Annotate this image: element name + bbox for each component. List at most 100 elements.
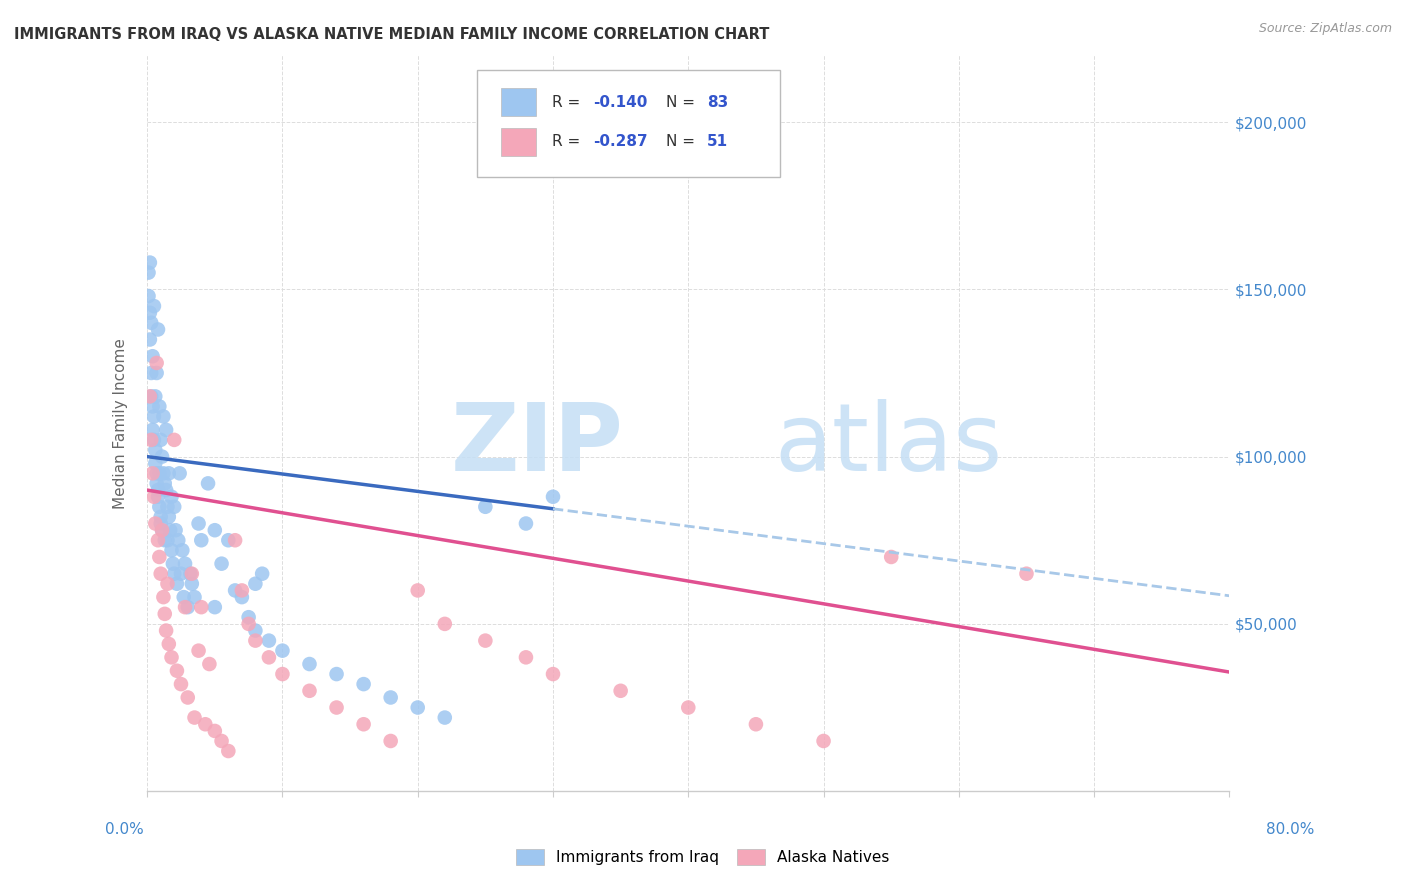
- Point: [353, 717, 375, 731]
- Point: [238, 610, 260, 624]
- Point: [142, 490, 165, 504]
- Point: [170, 566, 193, 581]
- Text: 51: 51: [707, 135, 728, 150]
- Point: [204, 600, 226, 615]
- Point: [174, 600, 197, 615]
- Point: [152, 590, 174, 604]
- Point: [180, 566, 202, 581]
- Point: [146, 483, 169, 497]
- Point: [198, 657, 221, 671]
- Point: [745, 717, 768, 731]
- Point: [250, 566, 273, 581]
- Point: [141, 389, 163, 403]
- Point: [245, 633, 267, 648]
- Point: [217, 533, 239, 548]
- Point: [142, 299, 165, 313]
- Point: [197, 476, 219, 491]
- Point: [271, 667, 294, 681]
- Point: [146, 533, 169, 548]
- Point: [156, 533, 179, 548]
- Point: [194, 717, 217, 731]
- Text: -0.287: -0.287: [593, 135, 648, 150]
- Point: [298, 657, 321, 671]
- Point: [149, 509, 172, 524]
- Point: [231, 590, 253, 604]
- Point: [257, 650, 280, 665]
- Point: [813, 734, 835, 748]
- Point: [152, 467, 174, 481]
- Point: [160, 543, 183, 558]
- FancyBboxPatch shape: [477, 70, 780, 177]
- Point: [143, 442, 166, 457]
- Point: [224, 533, 246, 548]
- Point: [163, 566, 186, 581]
- Point: [141, 316, 163, 330]
- Point: [406, 700, 429, 714]
- Point: [146, 490, 169, 504]
- Point: [678, 700, 700, 714]
- Point: [162, 557, 184, 571]
- Point: [163, 433, 186, 447]
- Point: [177, 690, 200, 705]
- Point: [238, 616, 260, 631]
- Text: IMMIGRANTS FROM IRAQ VS ALASKA NATIVE MEDIAN FAMILY INCOME CORRELATION CHART: IMMIGRANTS FROM IRAQ VS ALASKA NATIVE ME…: [14, 27, 769, 42]
- Point: [142, 423, 165, 437]
- Point: [145, 366, 167, 380]
- Point: [139, 306, 162, 320]
- Point: [433, 616, 456, 631]
- Text: 0.0%: 0.0%: [105, 822, 145, 837]
- Point: [149, 516, 172, 531]
- Point: [153, 533, 176, 548]
- Point: [142, 433, 165, 447]
- Text: 80.0%: 80.0%: [1267, 822, 1315, 837]
- Point: [190, 533, 212, 548]
- Point: [204, 723, 226, 738]
- Point: [157, 637, 180, 651]
- Text: N =: N =: [665, 95, 699, 110]
- Point: [149, 566, 172, 581]
- Point: [149, 433, 172, 447]
- Point: [173, 590, 195, 604]
- Point: [174, 557, 197, 571]
- Point: [271, 643, 294, 657]
- Point: [159, 523, 181, 537]
- Point: [183, 590, 205, 604]
- Point: [157, 467, 180, 481]
- Point: [515, 650, 537, 665]
- Point: [541, 667, 564, 681]
- FancyBboxPatch shape: [501, 88, 536, 116]
- Point: [150, 450, 173, 464]
- Point: [169, 467, 191, 481]
- Point: [180, 576, 202, 591]
- Point: [165, 523, 187, 537]
- Point: [153, 476, 176, 491]
- Point: [187, 516, 209, 531]
- Point: [148, 467, 170, 481]
- Point: [609, 683, 631, 698]
- Point: [138, 289, 160, 303]
- Point: [880, 549, 903, 564]
- Text: 83: 83: [707, 95, 728, 110]
- Point: [142, 467, 165, 481]
- Text: ZIP: ZIP: [450, 400, 623, 491]
- Point: [166, 664, 188, 678]
- Point: [204, 523, 226, 537]
- Point: [141, 366, 163, 380]
- Point: [155, 483, 177, 497]
- Point: [380, 734, 402, 748]
- Point: [156, 576, 179, 591]
- Point: [139, 255, 162, 269]
- Point: [179, 566, 201, 581]
- Point: [515, 516, 537, 531]
- Point: [380, 690, 402, 705]
- Point: [541, 490, 564, 504]
- Text: N =: N =: [665, 135, 699, 150]
- Point: [148, 400, 170, 414]
- Legend: Immigrants from Iraq, Alaska Natives: Immigrants from Iraq, Alaska Natives: [510, 843, 896, 871]
- Point: [433, 710, 456, 724]
- Point: [325, 667, 347, 681]
- Point: [160, 650, 183, 665]
- Point: [155, 624, 177, 638]
- Point: [224, 583, 246, 598]
- FancyBboxPatch shape: [501, 128, 536, 156]
